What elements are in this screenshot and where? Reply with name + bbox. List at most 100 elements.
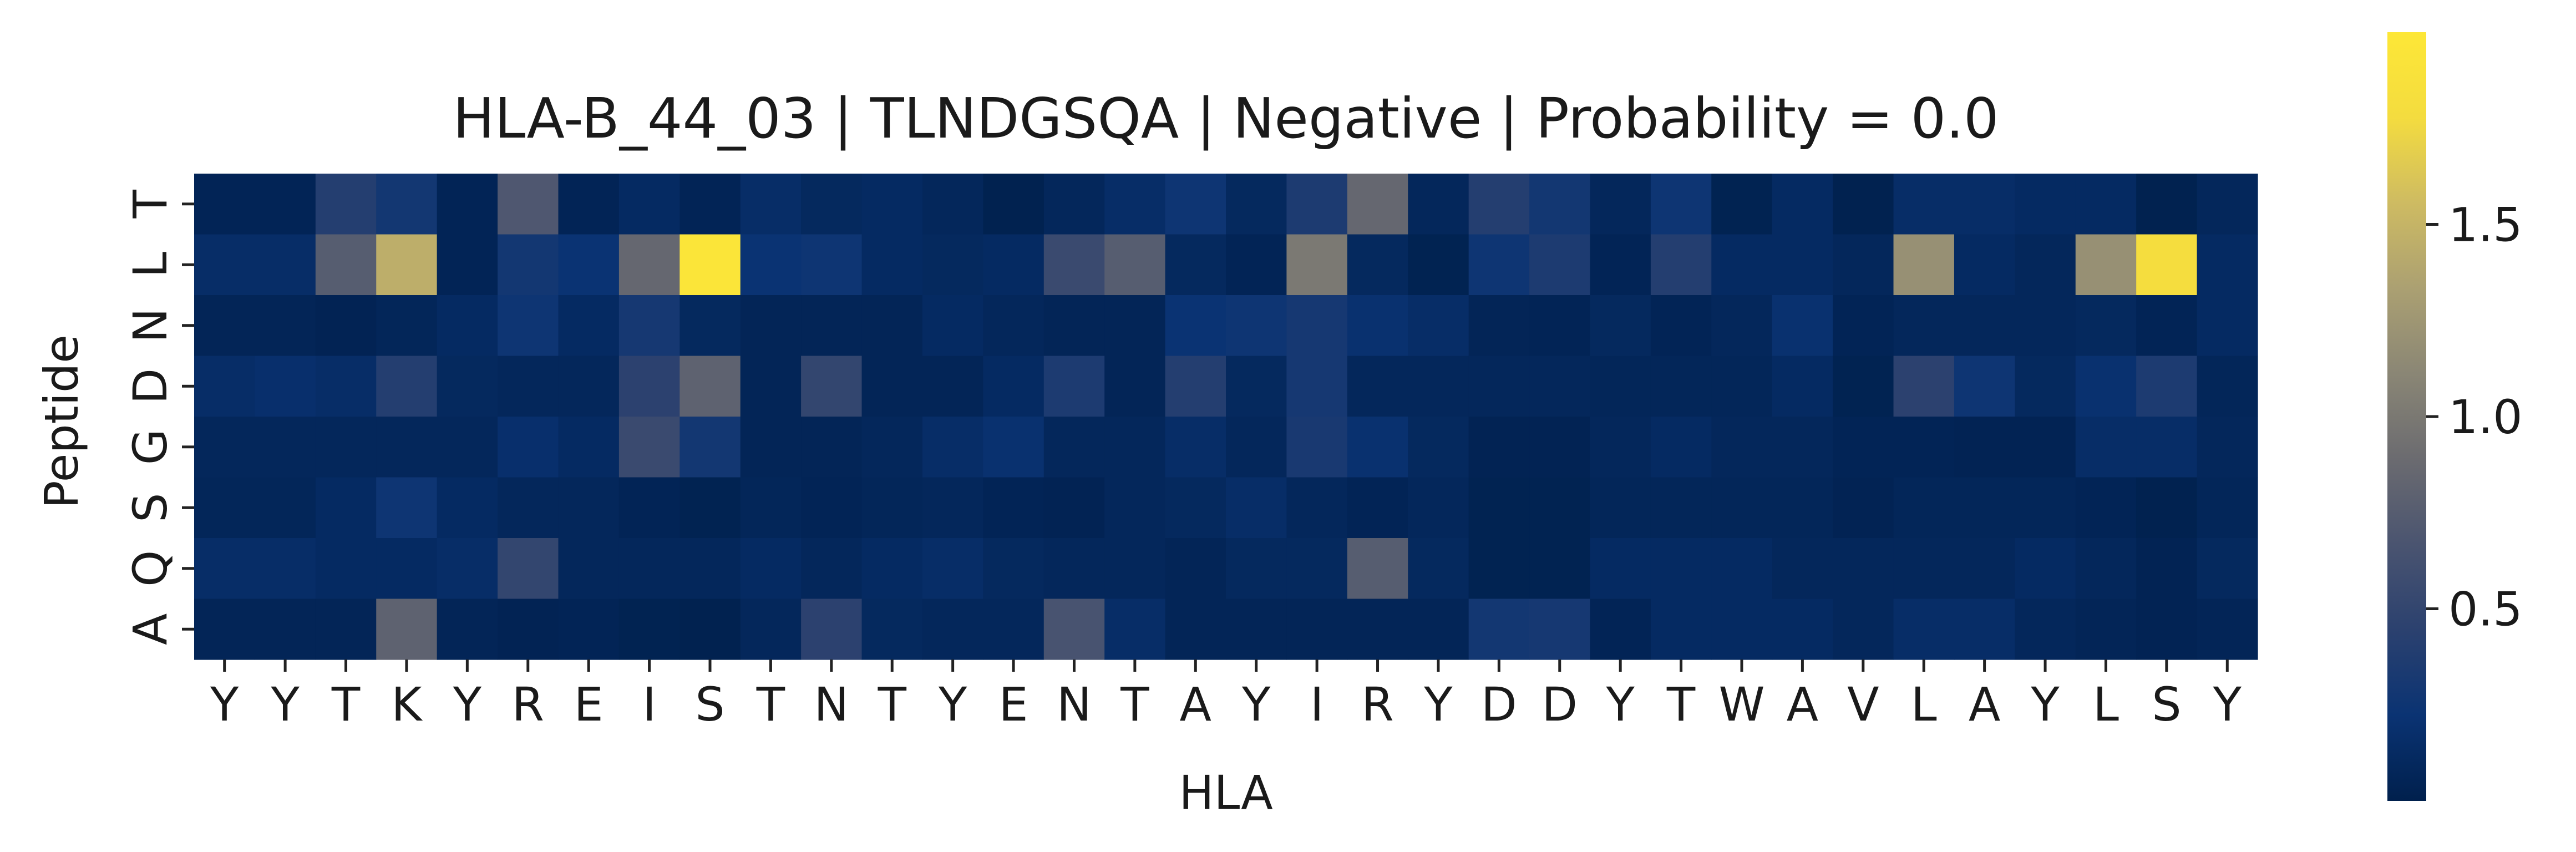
heatmap-cell [1104,477,1166,539]
heatmap-cell [437,356,498,417]
heatmap-cell [1347,538,1408,600]
heatmap-cell [1286,538,1348,600]
heatmap-cells [194,174,2258,660]
heatmap-cell [1408,417,1469,478]
heatmap-cell [2015,417,2076,478]
x-tick-label: E [999,677,1028,732]
heatmap-cell [801,234,863,296]
y-tick-label: L [123,252,178,278]
x-tick-label: Y [1241,677,1271,732]
heatmap-cell [315,599,377,660]
x-tick-label: I [642,677,656,732]
heatmap-cell [922,599,983,660]
heatmap-cell [1043,477,1105,539]
heatmap-cell [1104,356,1166,417]
heatmap-cell [255,295,316,357]
heatmap-cell [437,599,498,660]
heatmap-cell [1772,417,1833,478]
heatmap-cell [1650,538,1712,600]
heatmap-cell [1408,356,1469,417]
heatmap-cell [1954,295,2015,357]
heatmap-cell [680,477,741,539]
heatmap-cell [558,356,620,417]
heatmap-cell [194,356,256,417]
heatmap-cell [1408,477,1469,539]
heatmap-cell [194,599,256,660]
x-tick-label: N [1057,677,1092,732]
chart-title: HLA-B_44_03 | TLNDGSQA | Negative | Prob… [453,86,1999,151]
heatmap-cell [255,234,316,296]
heatmap-cell [437,538,498,600]
heatmap-cell [1590,477,1651,539]
heatmap-cell [1529,174,1591,235]
heatmap-cell [2136,356,2198,417]
heatmap-cell [1468,174,1530,235]
heatmap-cell [1104,234,1166,296]
heatmap-cell [315,417,377,478]
heatmap-cell [2136,417,2198,478]
x-tick-label: I [1310,677,1324,732]
heatmap-cell [1043,295,1105,357]
heatmap-cell [1043,538,1105,600]
heatmap-cell [1833,417,1894,478]
y-tick-label: S [123,493,178,523]
x-tick-label: V [1847,677,1879,732]
heatmap-cell [1711,417,1773,478]
heatmap-cell [1043,356,1105,417]
heatmap-cell [558,234,620,296]
heatmap-cell [2075,599,2137,660]
colorbar-tick-label: 1.0 [2448,390,2523,444]
x-tick-label: D [1541,677,1578,732]
heatmap-cell [1165,417,1226,478]
heatmap-cell [1893,174,1955,235]
heatmap-cell [1650,356,1712,417]
heatmap-cell [922,417,983,478]
x-tick-label: Y [453,677,482,732]
heatmap-cell [1772,538,1833,600]
heatmap-cell [1286,599,1348,660]
colorbar-tick-label: 0.5 [2448,582,2523,637]
heatmap-cell [498,295,559,357]
colorbar [2387,32,2426,801]
heatmap-cell [498,356,559,417]
x-tick-label: S [695,677,724,732]
x-tick-label: A [1969,677,2000,732]
heatmap-cell [315,477,377,539]
heatmap-cell [1893,295,1955,357]
heatmap-cell [1893,417,1955,478]
heatmap-cell [1043,417,1105,478]
heatmap-cell [1772,599,1833,660]
heatmap-cell [1165,356,1226,417]
heatmap-cell [1590,234,1651,296]
y-tick-label: A [123,613,178,645]
heatmap-cell [2136,234,2198,296]
heatmap-cell [740,234,802,296]
heatmap-cell [315,295,377,357]
heatmap-cell [1529,599,1591,660]
y-tick-label: Q [123,550,178,587]
heatmap-cell [1347,234,1408,296]
heatmap-cell [498,417,559,478]
heatmap-cell [1833,356,1894,417]
heatmap-cell [1104,417,1166,478]
x-tick-label: A [1180,677,1211,732]
heatmap-cell [498,477,559,539]
heatmap-cell [1226,417,1287,478]
x-tick-label: Y [2213,677,2242,732]
heatmap-cell [1104,295,1166,357]
heatmap-cell [315,234,377,296]
heatmap-cell [1650,417,1712,478]
y-tick-label: N [123,308,178,343]
heatmap-cell [1468,356,1530,417]
heatmap-cell [618,295,680,357]
heatmap-cell [2136,477,2198,539]
heatmap-cell [2015,295,2076,357]
heatmap-cell [437,234,498,296]
heatmap-cell [983,295,1044,357]
heatmap-cell [1468,295,1530,357]
heatmap-cell [194,417,256,478]
heatmap-cell [255,538,316,600]
heatmap-cell [2015,234,2076,296]
heatmap-cell [2136,538,2198,600]
heatmap-cell [1711,174,1773,235]
